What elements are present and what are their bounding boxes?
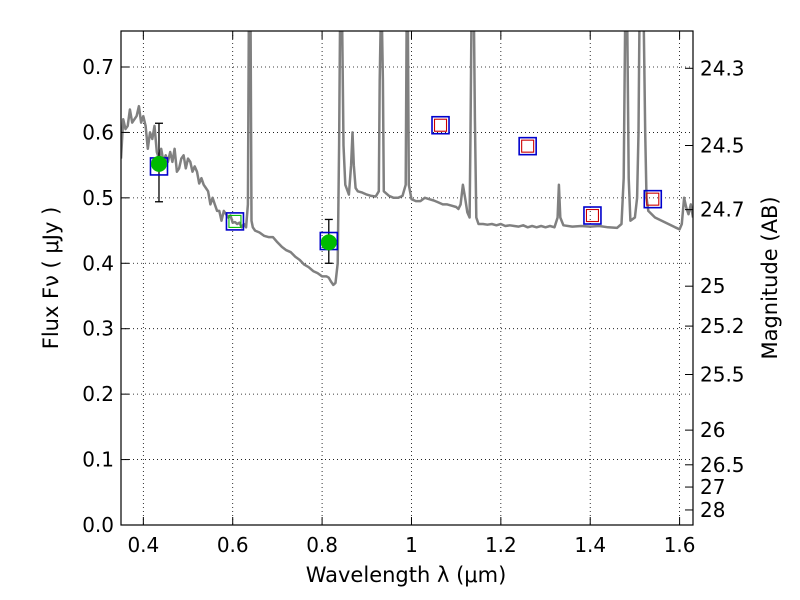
y-tick-label: 0.5 [82,186,114,210]
model-box-marker [518,136,537,156]
inner-box-marker [433,118,448,132]
plot-frame [120,30,694,526]
y-tick-label: 0.0 [82,513,114,537]
markers [149,115,663,264]
y-tick-label: 0.4 [82,251,114,275]
mag-tick-label: 25.5 [700,363,745,387]
plot-area [121,31,693,287]
x-tick-label: 1.6 [664,533,696,557]
axis-ticks: 0.4 0.6 0.8 1 1.2 1.4 1.6 0.0 0.1 0.2 0.3 0.4 0.5 0.6… [82,31,745,557]
model-box-marker [431,115,450,135]
mag-tick-label: 26.5 [700,453,745,477]
inner-box-marker [585,208,600,223]
y-tick-label: 0.1 [82,448,114,472]
x-tick-label: 1.2 [485,533,517,557]
measured-point [320,234,337,251]
measured-point [150,155,167,172]
inner-box-marker [228,214,242,228]
y-tick-label: 0.3 [82,317,114,341]
model-box-marker [583,206,602,225]
y-axis-label-right: Magnitude (AB) [758,196,782,359]
mag-tick-label: 24.7 [700,198,745,222]
mag-tick-label: 26 [700,418,725,442]
y-tick-label: 0.6 [82,120,114,144]
inner-box-marker [521,139,535,153]
model-box-marker [225,212,245,231]
inner-box-marker [646,192,660,206]
mag-tick-label: 25 [700,274,725,298]
mag-tick-label: 27 [700,475,725,499]
x-axis-label: Wavelength λ (μm) [306,563,507,587]
mag-tick-label: 24.3 [700,56,745,80]
mag-tick-label: 24.5 [700,134,745,158]
x-tick-label: 0.4 [127,533,159,557]
y-tick-label: 0.7 [82,55,114,79]
mag-tick-label: 28 [700,498,725,522]
x-tick-label: 1 [405,533,418,557]
x-tick-label: 0.8 [306,533,338,557]
mag-tick-label: 25.2 [700,314,745,338]
model-spectrum-line [121,31,693,287]
y-axis-label-left: Flux Fν ( μJy ) [39,207,63,350]
x-tick-label: 1.4 [574,533,606,557]
x-tick-label: 0.6 [217,533,249,557]
model-box-marker [643,189,663,209]
y-tick-label: 0.2 [82,382,114,406]
